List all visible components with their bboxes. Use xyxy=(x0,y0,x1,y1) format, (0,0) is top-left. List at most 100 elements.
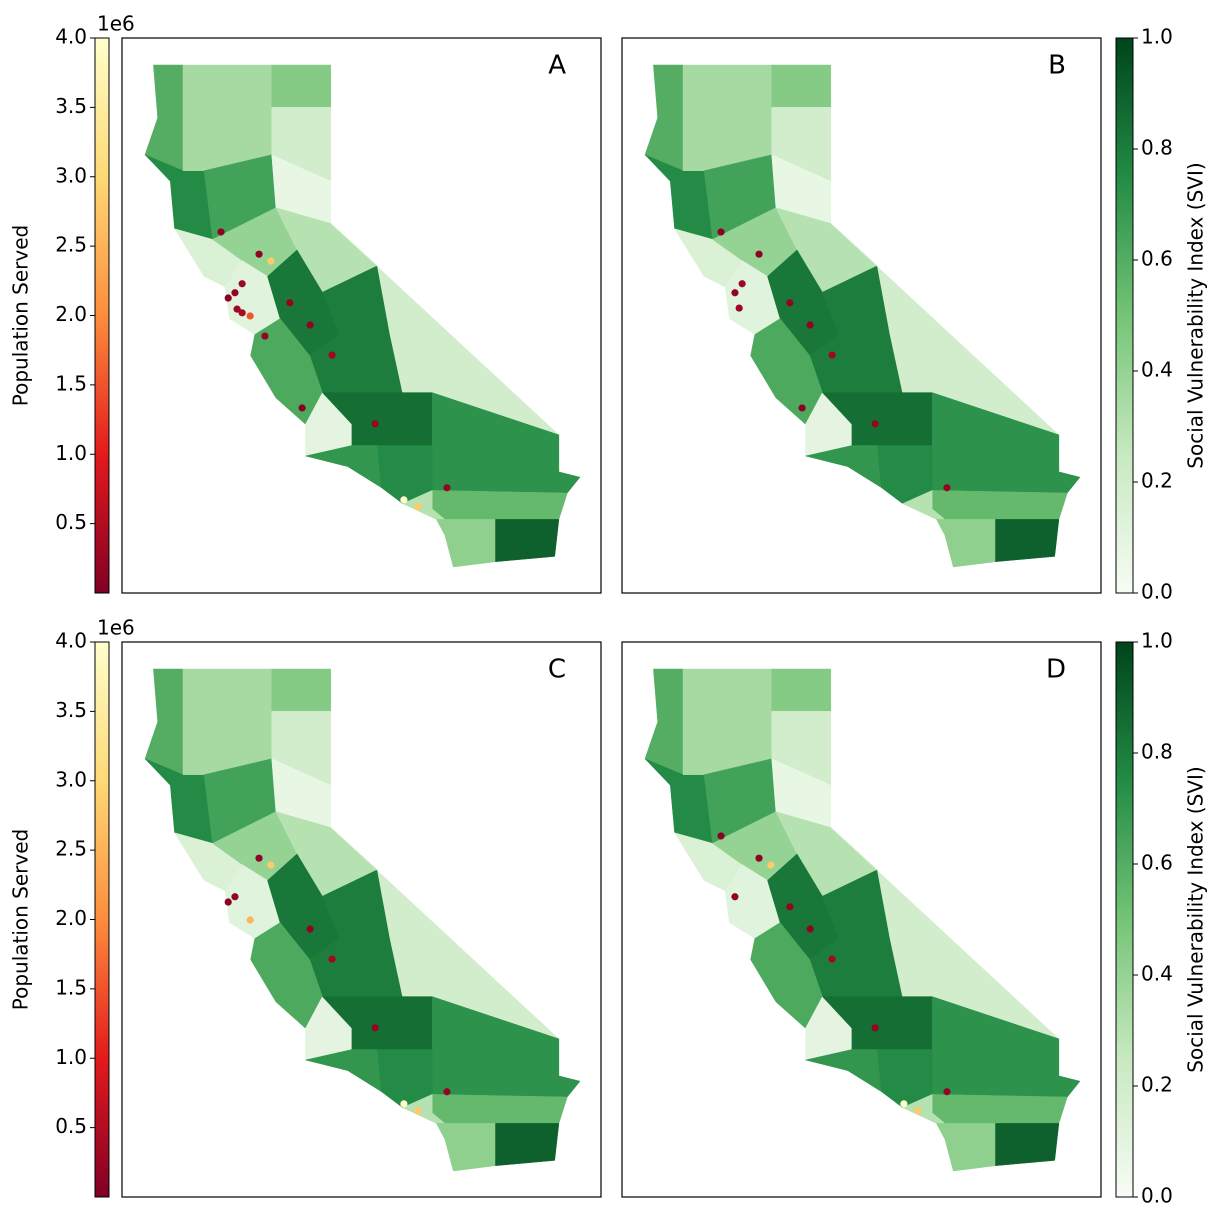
colorbar-tick-label: 1.5 xyxy=(55,975,87,999)
facility-point xyxy=(731,893,739,901)
colorbar-offset: 1e6 xyxy=(97,12,135,36)
colorbar-tick-label: 2.0 xyxy=(55,302,87,326)
colorbar-tick-label: 2.0 xyxy=(55,906,87,930)
colorbar-tick-label: 0.8 xyxy=(1141,740,1173,764)
county-region xyxy=(901,1094,946,1124)
colorbar-label: Social Vulnerability Index (SVI) xyxy=(1184,162,1208,468)
county-region xyxy=(182,64,272,171)
county-region xyxy=(435,519,496,568)
county-region xyxy=(995,519,1060,562)
facility-point xyxy=(798,404,806,412)
map-panel: A xyxy=(121,37,602,594)
colorbar-tick-label: 1.0 xyxy=(1141,25,1173,49)
facility-point xyxy=(731,289,739,297)
facility-point xyxy=(400,1100,408,1108)
county-region xyxy=(644,64,684,172)
colorbar-tick-label: 0.6 xyxy=(1141,247,1173,271)
facility-point xyxy=(224,294,232,302)
colorbar-label: Social Vulnerability Index (SVI) xyxy=(1184,766,1208,1072)
facility-point xyxy=(238,309,246,317)
facility-point xyxy=(238,280,246,288)
svi-colorbar xyxy=(1115,641,1134,1198)
county-region xyxy=(182,668,272,775)
facility-point xyxy=(755,854,763,862)
facility-point xyxy=(806,925,814,933)
colorbar-offset: 1e6 xyxy=(97,616,135,640)
facility-point xyxy=(943,1088,951,1096)
facility-point xyxy=(828,351,836,359)
facility-point xyxy=(246,916,254,924)
panel-frame xyxy=(621,641,1102,1198)
colorbar-tick-label: 0.0 xyxy=(1141,580,1173,604)
colorbar-tick-label: 3.5 xyxy=(55,698,87,722)
facility-point xyxy=(231,893,239,901)
county-region xyxy=(771,668,832,712)
facility-point xyxy=(217,228,225,236)
county-region xyxy=(495,519,560,562)
colorbar-tick-label: 4.0 xyxy=(55,629,87,653)
panel-label: A xyxy=(548,51,566,81)
facility-point xyxy=(735,304,743,312)
population-colorbar xyxy=(94,37,110,594)
colorbar-tick-label: 0.8 xyxy=(1141,136,1173,160)
facility-point xyxy=(371,1024,379,1032)
facility-point xyxy=(306,321,314,329)
colorbar-tick-label: 0.6 xyxy=(1141,851,1173,875)
county-region xyxy=(995,1123,1060,1166)
county-region xyxy=(431,490,568,520)
facility-point xyxy=(267,861,275,869)
panel-label: B xyxy=(1048,51,1066,81)
colorbar-tick-label: 1.0 xyxy=(1141,629,1173,653)
facility-point xyxy=(717,832,725,840)
facility-point xyxy=(871,1024,879,1032)
facility-point xyxy=(267,257,275,265)
colorbar-tick-label: 1.0 xyxy=(55,441,87,465)
population-colorbar xyxy=(94,641,110,1198)
panel-frame xyxy=(621,37,1102,594)
colorbar-tick-label: 3.5 xyxy=(55,94,87,118)
facility-point xyxy=(328,351,336,359)
county-region xyxy=(495,1123,560,1166)
facility-point xyxy=(255,854,263,862)
colorbar-tick-label: 1.0 xyxy=(55,1045,87,1069)
facility-point xyxy=(371,420,379,428)
facility-point xyxy=(231,289,239,297)
facility-point xyxy=(414,503,422,511)
panel-label: C xyxy=(548,655,566,685)
facility-point xyxy=(786,903,794,911)
facility-point xyxy=(786,299,794,307)
facility-point xyxy=(738,280,746,288)
colorbar-tick-label: 0.4 xyxy=(1141,358,1173,382)
county-region xyxy=(644,668,684,776)
county-region xyxy=(401,490,446,520)
facility-point xyxy=(943,484,951,492)
map-panel: D xyxy=(621,641,1102,1198)
colorbar-tick-label: 1.5 xyxy=(55,371,87,395)
county-region xyxy=(771,64,832,108)
facility-point xyxy=(328,955,336,963)
colorbar-tick-label: 2.5 xyxy=(55,837,87,861)
facility-point xyxy=(900,1100,908,1108)
facility-point xyxy=(286,299,294,307)
county-region xyxy=(435,1123,496,1172)
colorbar-tick-label: 3.0 xyxy=(55,163,87,187)
colorbar-tick-label: 0.2 xyxy=(1141,1073,1173,1097)
facility-point xyxy=(306,925,314,933)
county-region xyxy=(401,1094,446,1124)
facility-point xyxy=(261,332,269,340)
facility-point xyxy=(871,420,879,428)
facility-point xyxy=(414,1107,422,1115)
county-region xyxy=(931,1094,1068,1124)
facility-point xyxy=(233,305,241,313)
facility-point xyxy=(246,312,254,320)
facility-point xyxy=(767,861,775,869)
county-region xyxy=(431,1094,568,1124)
colorbar-tick-label: 0.2 xyxy=(1141,469,1173,493)
facility-point xyxy=(914,1107,922,1115)
map-panel: B xyxy=(621,37,1102,594)
colorbar-tick-label: 0.0 xyxy=(1141,1184,1173,1206)
facility-point xyxy=(224,898,232,906)
county-region xyxy=(901,490,946,520)
county-region xyxy=(931,490,1068,520)
